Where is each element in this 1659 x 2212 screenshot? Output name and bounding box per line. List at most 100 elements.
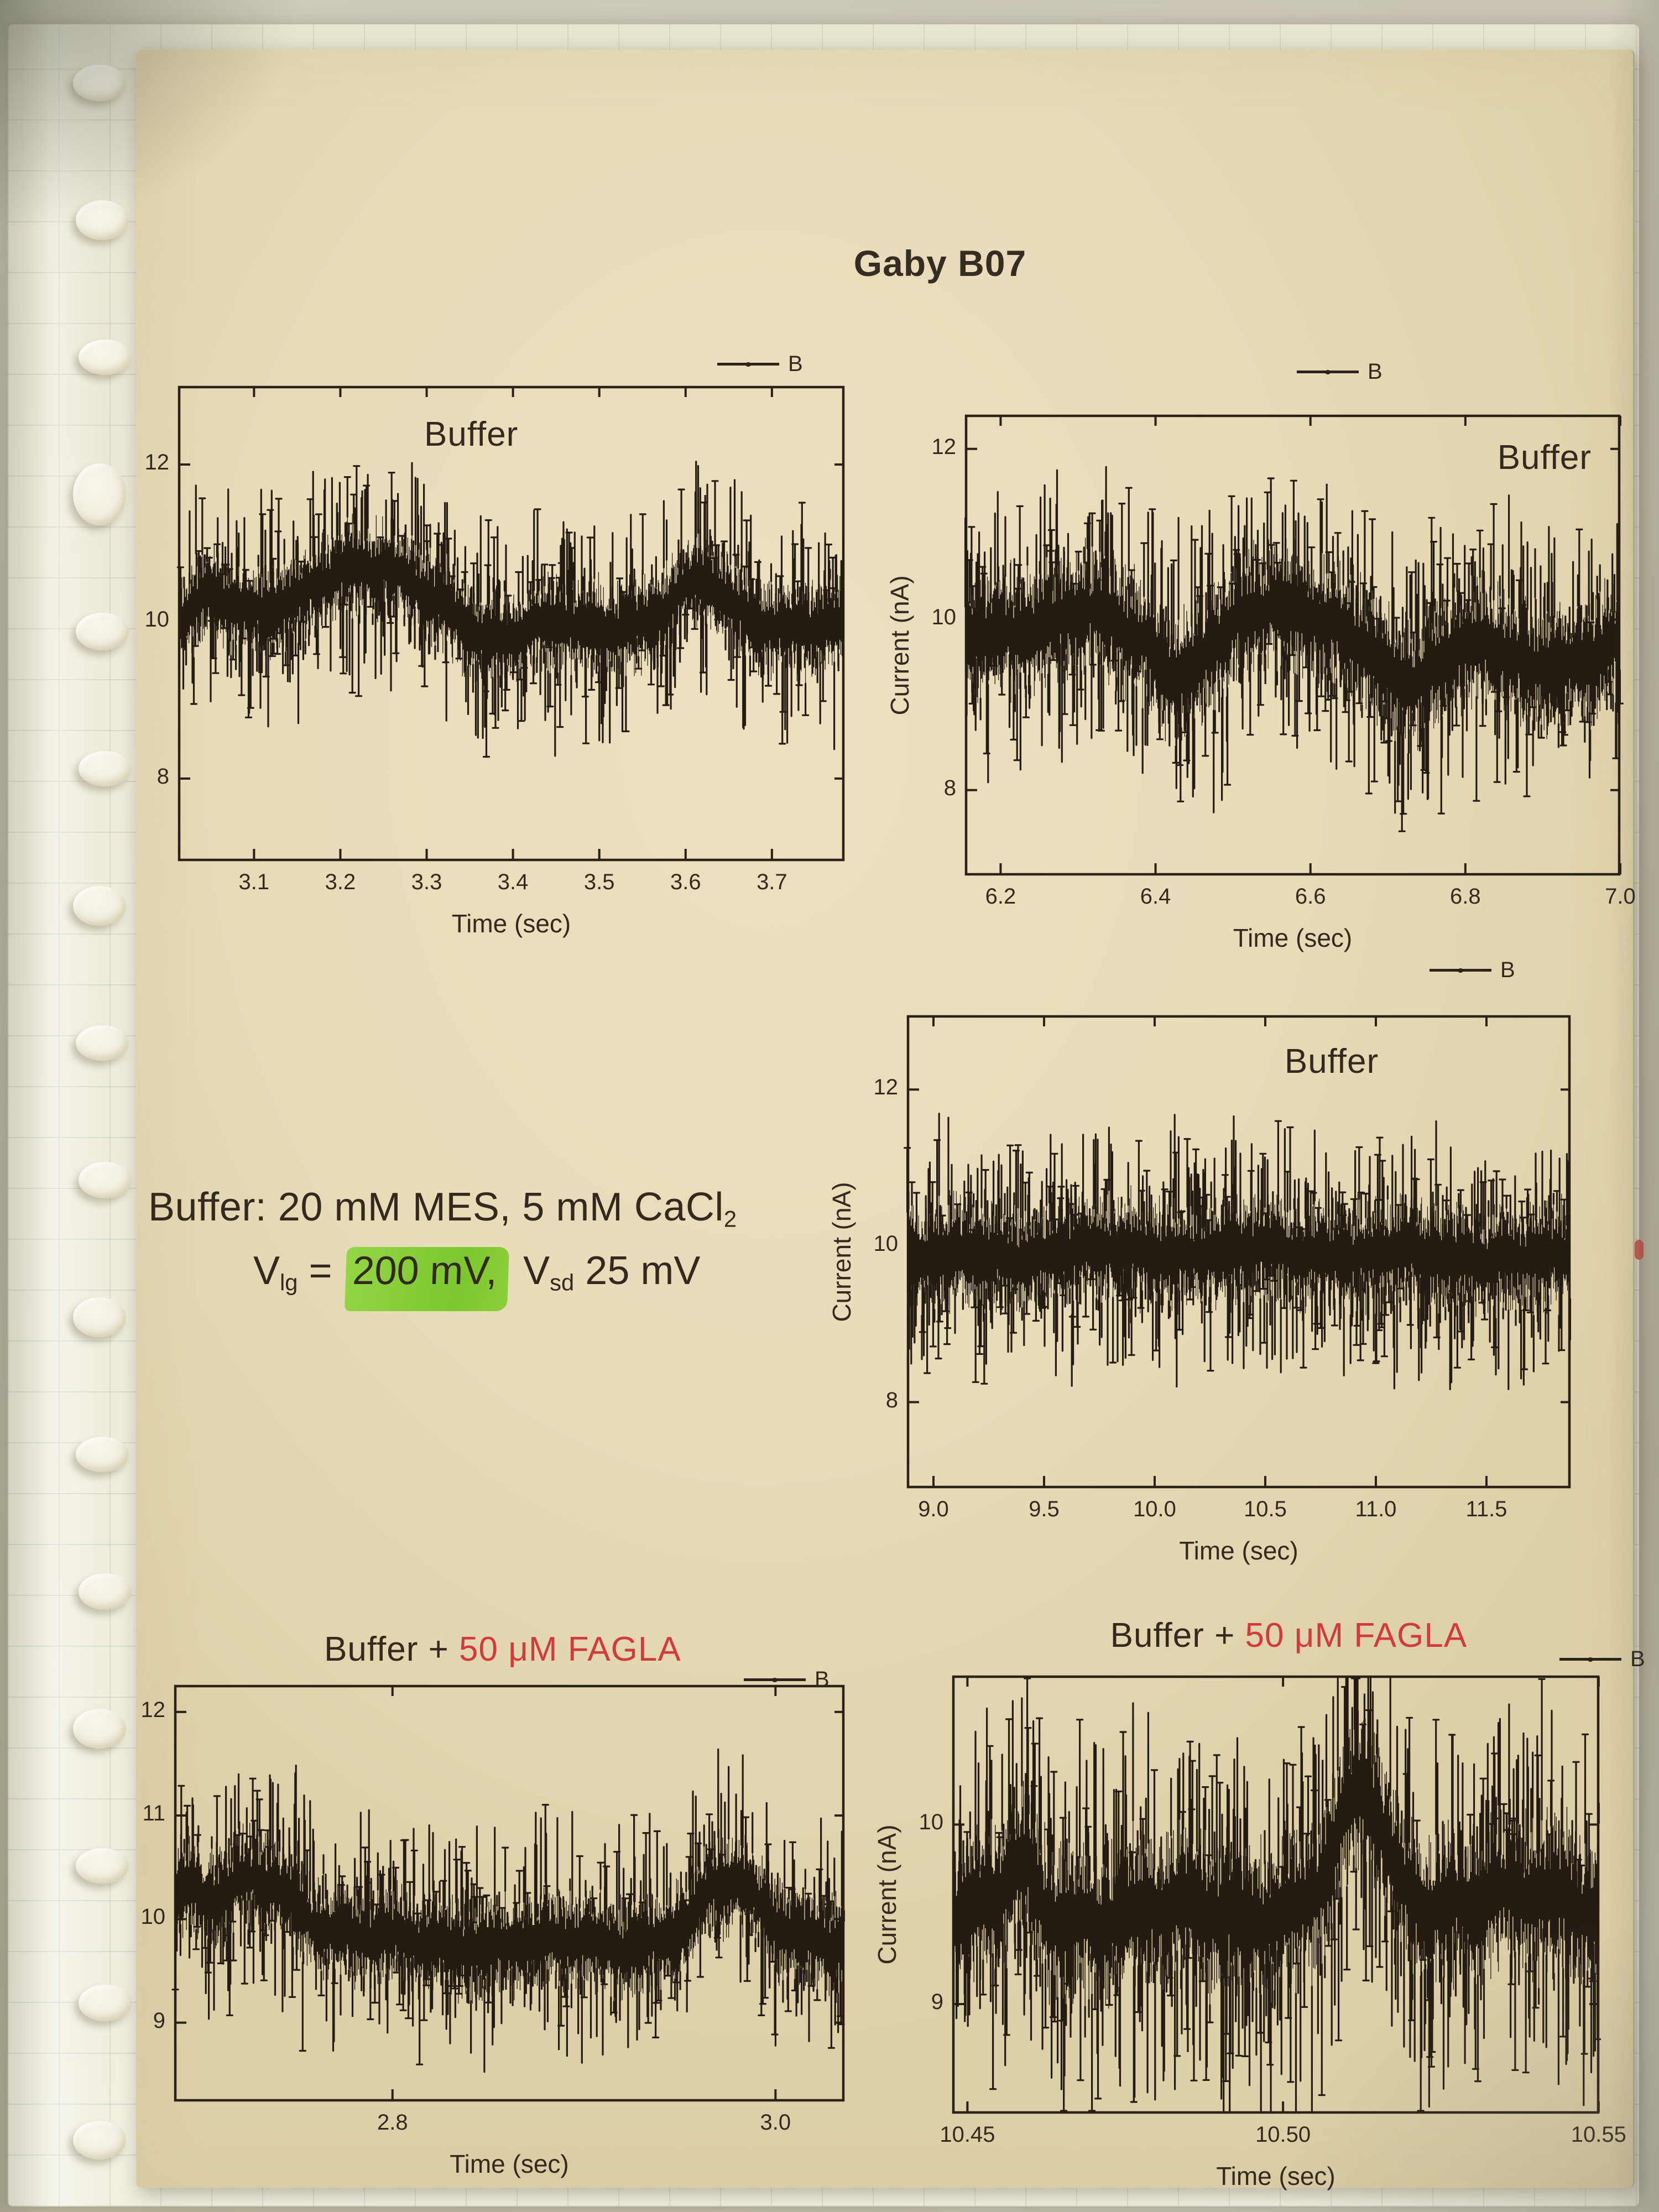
x-tick-label: 6.6: [1295, 884, 1326, 909]
noise-trace-spikes: [171, 1748, 845, 2073]
legend-label: B: [788, 352, 803, 376]
y-tick-label: 8: [885, 1387, 898, 1412]
binder-hole: [79, 1573, 132, 1610]
x-tick-label: 10.55: [1571, 2122, 1626, 2147]
y-tick-label: 10: [931, 605, 957, 630]
x-tick-label: 10.5: [1244, 1497, 1287, 1521]
legend-label: B: [815, 1667, 830, 1692]
y-tick-label: 10: [140, 1905, 166, 1929]
trace-canvas: [952, 1675, 1601, 2114]
x-tick-label: 11.0: [1355, 1497, 1397, 1521]
note-vsd: V: [512, 1248, 550, 1293]
trace-canvas: [171, 1684, 845, 2102]
y-tick-label: 9: [153, 2008, 165, 2033]
x-tick-label: 3.1: [238, 870, 270, 894]
x-tick-label: 2.8: [377, 2110, 408, 2135]
plot-title-black: Buffer +: [1110, 1616, 1245, 1655]
binder-hole: [73, 463, 126, 525]
y-tick-label: 10: [919, 1810, 944, 1835]
x-axis-label: Time (sec): [1179, 1536, 1298, 1565]
legend: B: [744, 1667, 830, 1692]
x-tick-label: 10.50: [1255, 2122, 1311, 2147]
legend-line-icon: [1430, 968, 1491, 973]
y-tick-label: 10: [873, 1231, 899, 1256]
plot-title-black: Buffer: [1497, 439, 1592, 477]
y-tick-label: 11: [142, 1801, 165, 1825]
x-tick-label: 3.7: [757, 870, 787, 894]
trace-canvas: [176, 385, 845, 862]
x-axis-label: Time (sec): [1216, 2162, 1335, 2190]
noise-trace-spikes: [904, 1113, 1571, 1390]
x-tick-label: 10.0: [1133, 1497, 1176, 1521]
binder-hole: [79, 340, 132, 375]
binder-hole: [73, 1297, 126, 1337]
noise-trace-spikes: [176, 461, 844, 758]
binder-hole: [76, 1025, 129, 1061]
y-tick-label: 12: [140, 1697, 166, 1722]
trace-canvas: [964, 414, 1624, 876]
note-vlg-subscript: lg: [280, 1269, 298, 1296]
plot-fagla-bottom-right: Buffer + 50 μM FAGLA B Current (nA) Time…: [873, 1616, 1645, 2190]
x-tick-label: 9.0: [918, 1497, 949, 1521]
plot-fagla-bottom-left: Buffer + 50 μM FAGLA B Time (sec) 2.8 3.0…: [141, 1630, 845, 2178]
binder-hole: [76, 200, 129, 240]
legend: B: [717, 352, 803, 377]
note-line-2: Vlg = 200 mV, Vsd 25 mV: [253, 1246, 737, 1311]
plot-buffer-top-left: Buffer B Time (sec) 3.1 3.2 3.3 3.4 3.5 3.6 3.…: [145, 352, 845, 938]
x-axis-label: Time (sec): [450, 2150, 569, 2178]
y-tick-label: 8: [156, 764, 169, 789]
y-tick-label: 8: [943, 775, 956, 800]
binder-hole: [76, 613, 129, 650]
y-axis-label: Current (nA): [873, 1824, 901, 1965]
x-tick-label: 6.2: [985, 884, 1016, 909]
legend-line-icon: [1297, 370, 1359, 374]
red-ink-speck: [1635, 1240, 1644, 1260]
plot-title-black: Buffer +: [324, 1630, 460, 1668]
note-vlg: V: [253, 1248, 280, 1293]
highlight-200mv: 200 mV,: [344, 1246, 509, 1311]
plot-title: Buffer: [1498, 438, 1592, 477]
x-axis-label: Time (sec): [451, 909, 571, 938]
x-tick-label: 11.5: [1465, 1497, 1507, 1521]
trace-canvas: [904, 1015, 1571, 1489]
plot-buffer-middle: Buffer B Current (nA) Time (sec) 9.0 9.5 1…: [827, 958, 1571, 1565]
legend-line-icon: [744, 1678, 806, 1682]
x-tick-label: 7.0: [1605, 884, 1636, 909]
binder-hole: [73, 886, 126, 926]
plot-title: Buffer + 50 μM FAGLA: [1110, 1616, 1468, 1655]
plot-title-red: 50 μM FAGLA: [459, 1630, 681, 1668]
plot-buffer-top-right: Buffer B Current (nA) Time (sec) 6.2 6.4 6…: [885, 359, 1636, 952]
legend: B: [1430, 958, 1515, 983]
buffer-note: Buffer: 20 mM MES, 5 mM CaCl2 Vlg = 200 …: [148, 1185, 737, 1311]
plot-title: Buffer + 50 μM FAGLA: [324, 1630, 681, 1669]
legend-line-icon: [1559, 1657, 1621, 1662]
legend-label: B: [1500, 958, 1515, 982]
plot-title: Buffer: [1285, 1042, 1379, 1081]
noise-trace-spikes: [952, 1677, 1601, 2112]
binder-hole: [73, 65, 126, 101]
x-tick-label: 3.2: [325, 870, 356, 894]
noise-trace-band: [178, 514, 844, 684]
noise-trace-band: [952, 1707, 1599, 2009]
x-tick-label: 3.6: [670, 870, 701, 894]
note-25mv: 25 mV: [574, 1248, 701, 1293]
binder-hole: [76, 1437, 129, 1472]
note-line-1-subscript: 2: [723, 1206, 737, 1232]
note-line-1: Buffer: 20 mM MES, 5 mM CaCl2: [148, 1185, 737, 1233]
x-tick-label: 6.4: [1140, 884, 1171, 909]
y-tick-label: 10: [144, 607, 170, 632]
binder-hole: [76, 1848, 129, 1884]
y-tick-label: 12: [931, 434, 957, 459]
plot-title: Buffer: [424, 415, 518, 454]
plot-title-red: 50 μM FAGLA: [1245, 1616, 1468, 1655]
x-tick-label: 9.5: [1029, 1497, 1060, 1521]
x-tick-label: 3.4: [497, 870, 529, 894]
x-axis-label: Time (sec): [1233, 924, 1353, 952]
legend-line-icon: [717, 362, 779, 367]
binder-hole: [73, 1709, 126, 1749]
binder-hole: [79, 1162, 132, 1198]
noise-trace-spikes: [964, 466, 1624, 832]
x-tick-label: 3.5: [583, 870, 615, 894]
x-tick-label: 3.0: [760, 2110, 791, 2135]
